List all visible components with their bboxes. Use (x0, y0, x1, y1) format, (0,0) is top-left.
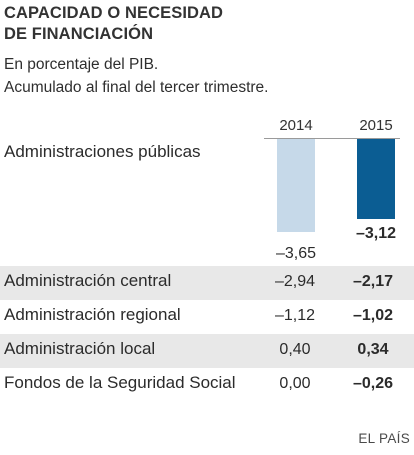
chart-title: CAPACIDAD O NECESIDAD DE FINANCIACIÓN (4, 3, 304, 45)
row-value-2015: 0,34 (357, 341, 389, 358)
row-label: Administración regional (4, 305, 181, 324)
row-value-2014: 0,40 (279, 341, 311, 358)
table-row: Administración central –2,94 –2,17 (0, 266, 414, 300)
chart-title-line-1: CAPACIDAD O NECESIDAD (4, 4, 224, 22)
bar-2015 (357, 139, 395, 219)
row-value-2015: –2,17 (352, 273, 394, 290)
chart-subtitle: En porcentaje del PIB. Acumulado al fina… (4, 53, 268, 99)
row-label: Fondos de la Seguridad Social (4, 373, 236, 392)
year-header-2014: 2014 (279, 117, 313, 134)
bar-2014 (277, 139, 315, 233)
table-row: Fondos de la Seguridad Social 0,00 –0,26 (0, 368, 414, 402)
bar-value-label-2014: –3,65 (275, 245, 317, 263)
source-credit: EL PAÍS (358, 431, 410, 446)
year-header-2015: 2015 (359, 117, 393, 134)
bar-category-label: Administraciones públicas (4, 142, 201, 161)
bar-value-label-2015: –3,12 (355, 224, 397, 242)
row-value-2015: –0,26 (352, 375, 394, 392)
row-label: Administración local (4, 339, 156, 358)
chart-title-line-2: DE FINANCIACIÓN (4, 25, 154, 43)
row-value-2014: –2,94 (274, 273, 316, 290)
row-value-2014: –1,12 (274, 307, 316, 324)
chart-subtitle-line-1: En porcentaje del PIB. (4, 56, 159, 73)
row-label: Administración central (4, 271, 172, 290)
table-row: Administración local 0,40 0,34 (0, 334, 414, 368)
table-row: Administración regional –1,12 –1,02 (0, 300, 414, 334)
row-value-2015: –1,02 (352, 307, 394, 324)
zero-axis-line (264, 138, 400, 139)
chart-subtitle-line-2: Acumulado al final del tercer trimestre. (4, 79, 269, 96)
row-value-2014: 0,00 (279, 375, 311, 392)
